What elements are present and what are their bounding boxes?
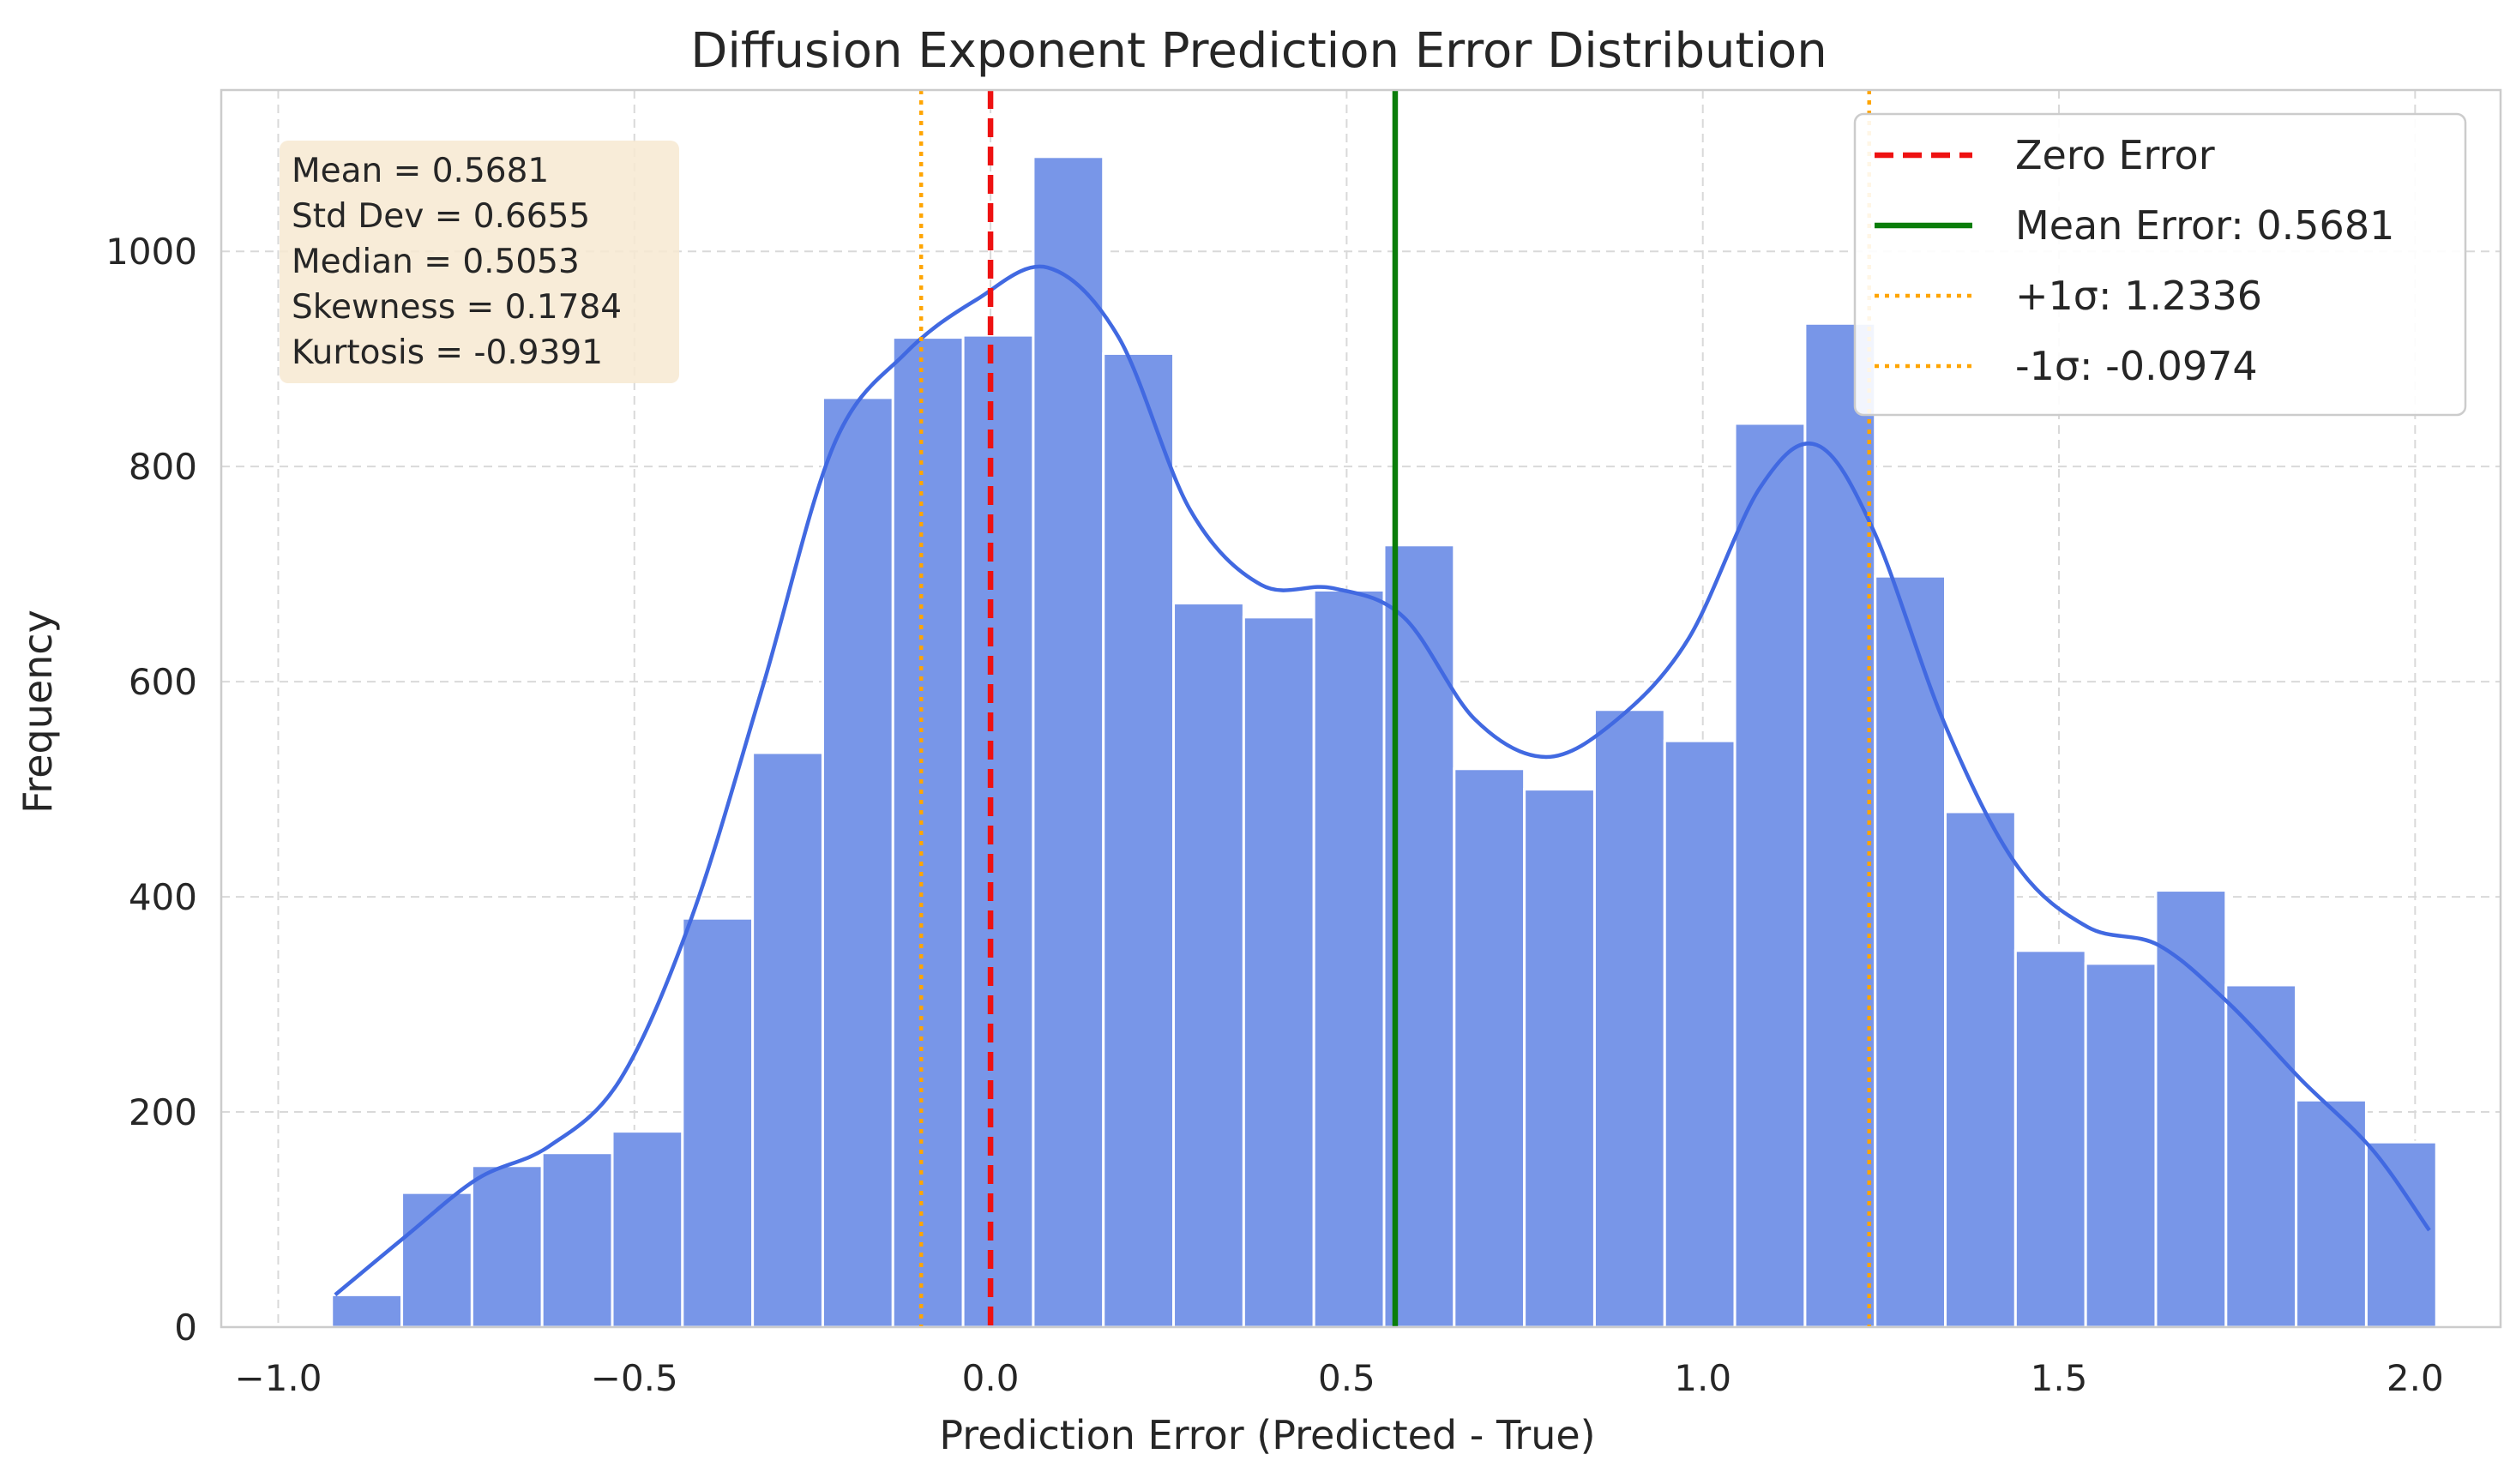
- histogram-bar: [1592, 708, 1666, 1329]
- histogram-bar: [470, 1164, 544, 1329]
- legend-label: Zero Error: [2015, 132, 2215, 178]
- histogram-bar: [1803, 321, 1877, 1329]
- histogram-bar: [821, 396, 894, 1329]
- kde-curve: [334, 264, 2431, 1297]
- histogram-bar: [1663, 739, 1737, 1329]
- histogram-bar: [2013, 949, 2087, 1329]
- kde-line: [334, 264, 2431, 1297]
- histogram-bar: [2154, 889, 2228, 1329]
- stats-line: Mean = 0.5681: [292, 152, 549, 190]
- histogram-bar: [1944, 810, 2017, 1329]
- y-tick-label: 1000: [105, 231, 197, 273]
- histogram-bar: [1874, 574, 1947, 1329]
- histogram-bar: [1102, 351, 1176, 1329]
- histogram-bar: [1242, 616, 1315, 1329]
- y-axis-label: Frequency: [15, 610, 61, 814]
- histogram-bar: [540, 1151, 614, 1329]
- histogram-bar: [1032, 155, 1105, 1329]
- histogram-bar: [961, 333, 1035, 1329]
- histogram-bar: [2084, 962, 2158, 1329]
- histogram-bar: [1453, 767, 1526, 1329]
- x-axis-label: Prediction Error (Predicted - True): [939, 1412, 1595, 1458]
- histogram-bar: [1312, 588, 1386, 1329]
- histogram-bars: [330, 155, 2438, 1329]
- y-tick-label: 800: [129, 446, 197, 488]
- x-axis-ticks: −1.0 −0.5 0.0 0.5 1.0 1.5 2.0: [234, 1357, 2443, 1399]
- x-tick-label: 2.0: [2387, 1357, 2444, 1399]
- histogram-bar: [2224, 983, 2298, 1329]
- x-tick-label: −1.0: [234, 1357, 322, 1399]
- chart-title: Diffusion Exponent Prediction Error Dist…: [690, 23, 1827, 79]
- histogram-bar: [1172, 602, 1245, 1329]
- histogram-bar: [1733, 422, 1807, 1329]
- legend-box: [1853, 112, 2467, 417]
- x-tick-label: 1.5: [2031, 1357, 2088, 1399]
- histogram-bar: [2364, 1140, 2438, 1329]
- plot-frame: [220, 88, 2502, 1329]
- stats-line: Median = 0.5053: [292, 243, 580, 281]
- y-axis-ticks: 0 200 400 600 800 1000: [105, 231, 197, 1349]
- stats-box: Mean = 0.5681 Std Dev = 0.6655 Median = 0.…: [280, 141, 679, 383]
- y-tick-label: 400: [129, 876, 197, 918]
- histogram-bar: [681, 916, 755, 1329]
- legend-label: -1σ: -0.0974: [2015, 343, 2258, 389]
- stats-box-background: [280, 141, 679, 383]
- histogram-bar: [330, 1293, 404, 1329]
- stats-line: Skewness = 0.1784: [292, 288, 622, 327]
- histogram-bar: [400, 1191, 473, 1329]
- x-tick-label: −0.5: [591, 1357, 678, 1399]
- legend: Zero Error Mean Error: 0.5681 +1σ: 1.2336 -…: [1853, 112, 2467, 417]
- histogram-bar: [1523, 788, 1596, 1329]
- histogram-bar: [891, 336, 965, 1329]
- y-tick-label: 200: [129, 1091, 197, 1133]
- reference-lines: [918, 90, 1871, 1327]
- stats-line: Std Dev = 0.6655: [292, 197, 590, 236]
- x-tick-label: 0.5: [1318, 1357, 1375, 1399]
- histogram-bar: [751, 751, 824, 1329]
- x-tick-label: 0.0: [962, 1357, 1020, 1399]
- y-tick-label: 600: [129, 661, 197, 703]
- legend-label: Mean Error: 0.5681: [2015, 202, 2394, 249]
- histogram-bar: [611, 1130, 684, 1329]
- y-tick-label: 0: [174, 1307, 197, 1349]
- legend-label: +1σ: 1.2336: [2015, 273, 2262, 319]
- stats-line: Kurtosis = -0.9391: [292, 333, 603, 372]
- x-tick-label: 1.0: [1674, 1357, 1731, 1399]
